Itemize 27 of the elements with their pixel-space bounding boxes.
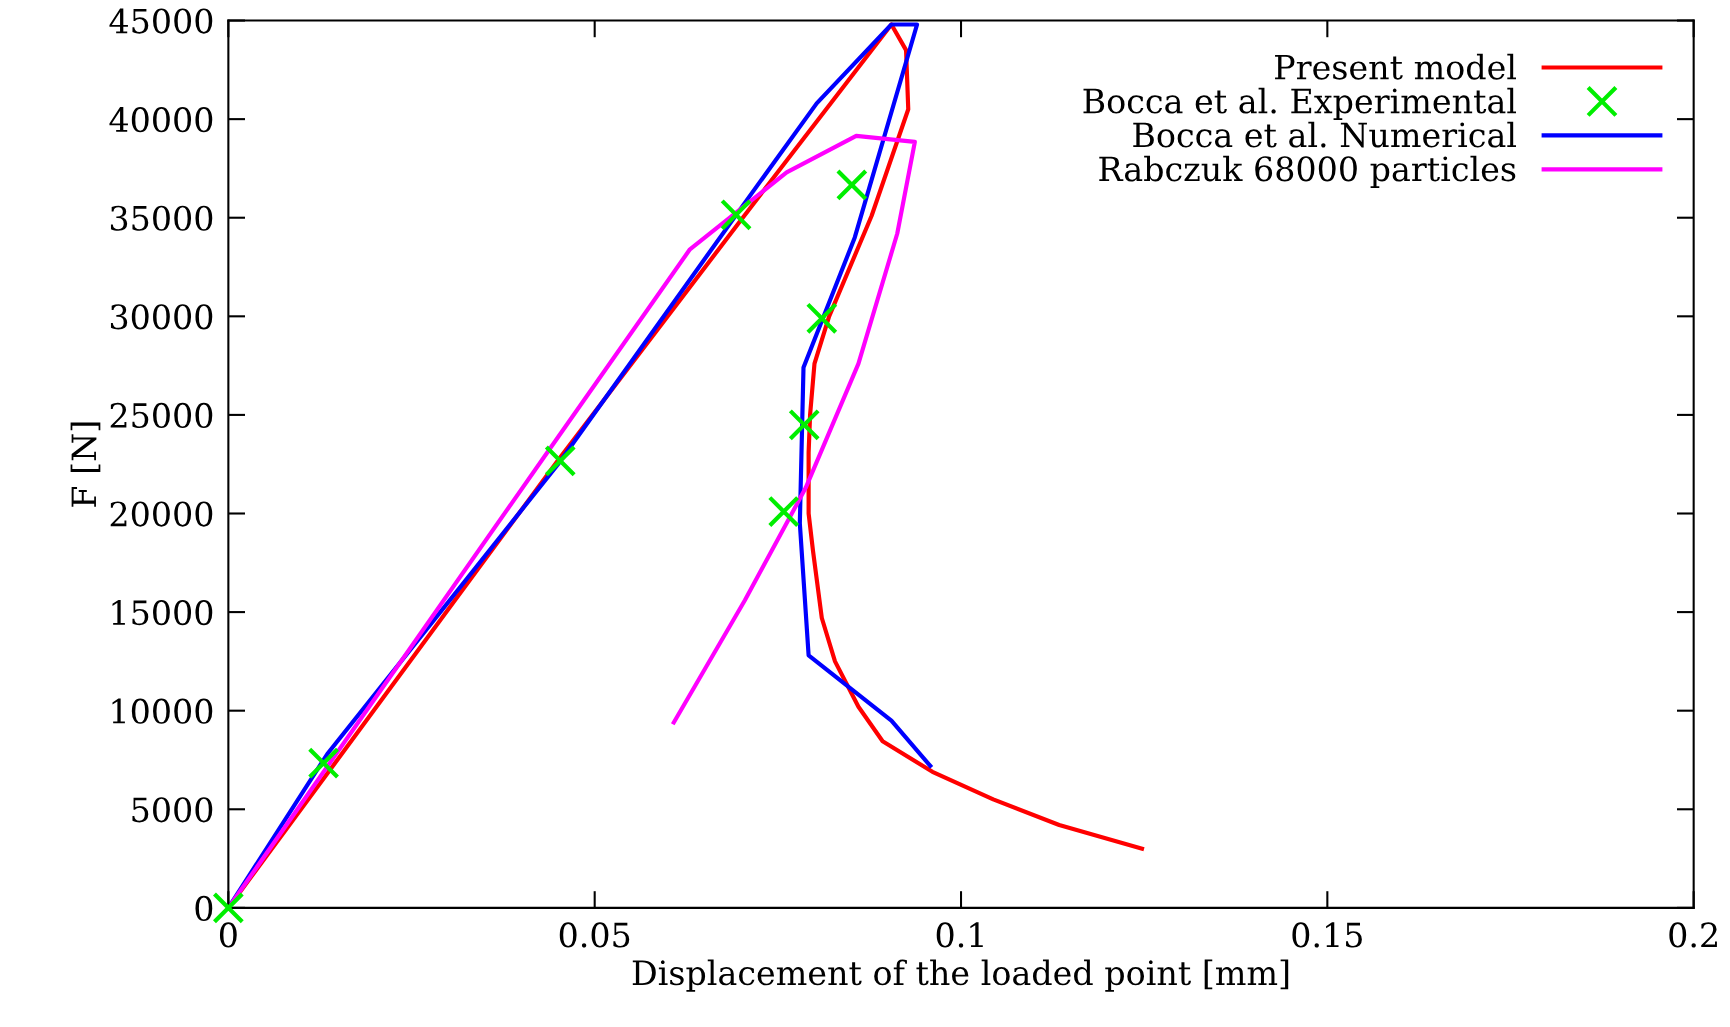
x-tick-label: 0.05 <box>559 922 630 948</box>
x-tick-label: 0.1 <box>936 922 983 948</box>
point <box>307 747 340 780</box>
legend-label: Bocca et al. Numerical <box>1133 121 1517 148</box>
y-tick-label: 20000 <box>110 501 213 527</box>
point <box>835 168 868 201</box>
legend-label: Present model <box>1275 53 1517 80</box>
y-tick-label: 5000 <box>132 797 213 823</box>
point <box>805 302 838 335</box>
point <box>788 408 821 441</box>
x-tick-label: 0.15 <box>1292 922 1362 948</box>
legend-label: Bocca et al. Experimental <box>1083 87 1517 121</box>
y-tick-label: 10000 <box>112 698 213 724</box>
legend-label: Rabczuk 68000 particles <box>1099 155 1516 188</box>
y-axis-title: F [N] <box>70 422 101 507</box>
point <box>720 198 753 231</box>
y-tick-label: 0 <box>195 895 213 922</box>
x-tick-label: 0 <box>219 922 237 948</box>
y-tick-label: 25000 <box>110 402 213 429</box>
point <box>767 495 800 528</box>
y-tick-label: 30000 <box>110 304 213 330</box>
y-tick-label: 45000 <box>109 8 213 34</box>
x-axis-title: Displacement of the loaded point [mm] <box>632 959 1289 992</box>
y-tick-label: 40000 <box>109 107 213 133</box>
y-tick-label: 35000 <box>110 205 213 231</box>
x-tick-label: 0.2 <box>1669 922 1717 948</box>
y-tick-label: 15000 <box>112 600 213 626</box>
